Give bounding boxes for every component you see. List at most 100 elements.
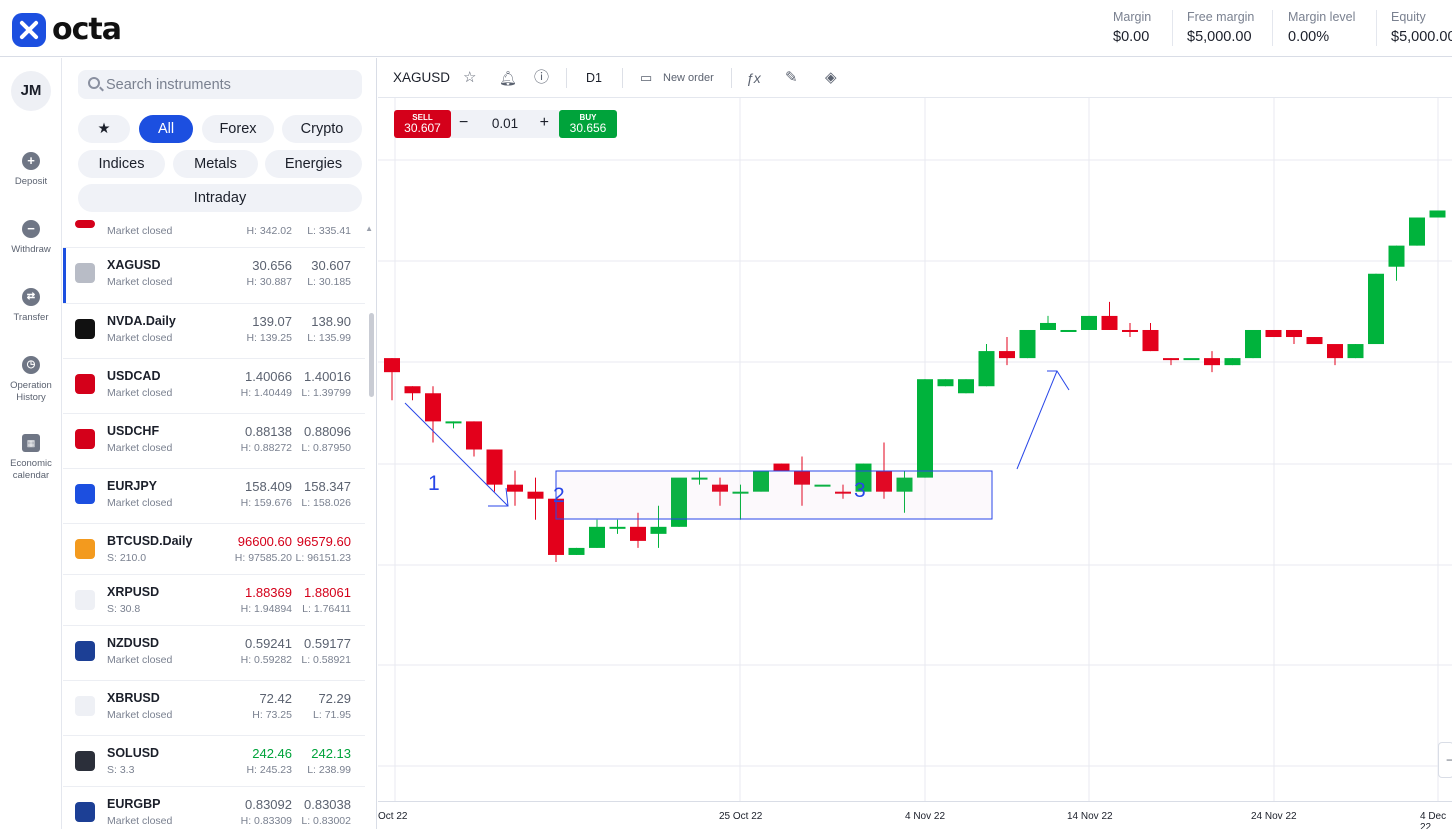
instrument-buy-price: 0.59241 (245, 636, 292, 651)
instrument-icon (75, 319, 95, 339)
instrument-name: XRPUSD (107, 585, 160, 599)
candle-body (753, 470, 769, 492)
logo[interactable]: octa (12, 12, 122, 47)
instrument-row[interactable]: NZDUSD Market closed 0.59241 0.59177 H: 0.59… (63, 626, 365, 681)
layers-icon[interactable]: ◈ (825, 69, 837, 86)
avatar[interactable]: JM (11, 71, 51, 111)
list-scrollbar[interactable] (369, 313, 374, 397)
instrument-high: H: 159.676 (240, 497, 292, 509)
indicators-icon[interactable]: ƒx (746, 70, 761, 86)
instrument-status: Market closed (107, 654, 173, 666)
chip-all[interactable]: All (139, 115, 193, 143)
candle-body (896, 477, 913, 492)
instrument-high: H: 0.88272 (240, 442, 292, 454)
instrument-buy-price: 1.88369 (245, 585, 292, 600)
candle-body (1347, 344, 1364, 359)
instrument-sell-price: 96579.60 (296, 534, 351, 549)
withdraw-label: Withdraw (11, 244, 51, 255)
deposit-button[interactable]: + Deposit (0, 152, 62, 188)
instrument-row[interactable]: SOLUSD S: 3.3 242.46 242.13 H: 245.23 L: 238.… (63, 736, 365, 787)
candle-body (999, 351, 1015, 359)
instrument-high: H: 1.40449 (240, 387, 292, 399)
instrument-low: L: 0.87950 (301, 442, 351, 454)
instrument-list: Market closed H: 342.02 L: 335.41 XAGUSD Mar… (63, 218, 376, 829)
instrument-sell-price: 30.607 (311, 258, 351, 273)
chart-symbol[interactable]: XAGUSD (393, 70, 451, 85)
instrument-row[interactable]: Market closed H: 342.02 L: 335.41 (63, 218, 365, 248)
candle-body (712, 484, 728, 492)
instrument-row[interactable]: XAGUSD Market closed 30.656 30.607 H: 30.887… (63, 248, 365, 304)
chart-side-toggle[interactable]: − (1438, 742, 1452, 778)
instrument-name: SOLUSD (107, 746, 160, 760)
chip-energies[interactable]: Energies (265, 150, 362, 178)
candle-body (404, 386, 421, 394)
instrument-icon (75, 590, 95, 610)
timeframe-selector[interactable]: D1 (586, 71, 602, 85)
margin-value: $0.00 (1113, 29, 1150, 45)
instrument-row[interactable]: USDCHF Market closed 0.88138 0.88096 H: 0.88… (63, 414, 365, 469)
instrument-name: XBRUSD (107, 691, 160, 705)
chip-forex[interactable]: Forex (202, 115, 274, 143)
increase-quantity-button[interactable]: + (539, 114, 549, 131)
decrease-quantity-button[interactable]: − (459, 114, 469, 131)
instrument-row[interactable]: XRPUSD S: 30.8 1.88369 1.88061 H: 1.94894 L: … (63, 575, 365, 626)
search-box[interactable] (78, 70, 362, 99)
candle-body (958, 379, 974, 394)
sell-button[interactable]: SELL 30.607 (394, 110, 451, 138)
instrument-name: NZDUSD (107, 636, 160, 650)
logo-text: octa (52, 12, 122, 47)
instrument-sell-price: 0.59177 (304, 636, 351, 651)
instrument-buy-price: 242.46 (252, 746, 292, 761)
chip-crypto[interactable]: Crypto (282, 115, 362, 143)
quantity-value[interactable]: 0.01 (491, 116, 519, 131)
economic-calendar-button[interactable]: ▦ Economic calendar (0, 434, 62, 482)
buy-button[interactable]: BUY 30.656 (559, 110, 617, 138)
instrument-row[interactable]: BTCUSD.Daily S: 210.0 96600.60 96579.60 H: 9… (63, 524, 365, 575)
withdraw-button[interactable]: − Withdraw (0, 220, 62, 256)
instrument-low: L: 71.95 (313, 709, 351, 721)
operation-history-button[interactable]: ◷ Operation History (0, 356, 62, 404)
new-order-button[interactable]: New order (663, 72, 714, 84)
instruments-panel: ★ All Forex Crypto Indices Metals Energi… (63, 58, 377, 829)
deposit-label: Deposit (14, 176, 48, 187)
chip-favorites[interactable]: ★ (78, 115, 130, 143)
free-margin-value: $5,000.00 (1187, 29, 1252, 45)
chip-indices[interactable]: Indices (78, 150, 165, 178)
candle-body (1429, 210, 1446, 218)
info-icon[interactable]: ⓘ (534, 69, 550, 86)
search-input[interactable] (106, 70, 356, 99)
instrument-buy-price: 0.88138 (245, 424, 292, 439)
candle-body (1081, 315, 1097, 330)
instrument-low: L: 0.83002 (301, 815, 351, 827)
star-icon[interactable]: ☆ (463, 69, 477, 86)
pencil-icon[interactable]: ✎ (785, 69, 798, 86)
instrument-row[interactable]: XBRUSD Market closed 72.42 72.29 H: 73.25 L: … (63, 681, 365, 736)
candle-body (445, 421, 462, 424)
bell-icon[interactable]: 🔔︎ (499, 70, 517, 86)
candle-body (1286, 329, 1302, 338)
chip-metals[interactable]: Metals (173, 150, 258, 178)
instrument-sell-price: 1.40016 (304, 369, 351, 384)
instrument-name: NVDA.Daily (107, 314, 176, 328)
minus-circle-icon: − (22, 220, 40, 238)
trend-arrow-up (1016, 370, 1058, 470)
search-icon (88, 77, 100, 89)
divider (1376, 10, 1377, 46)
instrument-row[interactable]: EURGBP Market closed 0.83092 0.83038 H: 0.83… (63, 787, 365, 829)
candlestick-chart[interactable]: 1 2 3 (378, 58, 1452, 829)
instrument-row[interactable]: EURJPY Market closed 158.409 158.347 H: 159.… (63, 469, 365, 524)
instrument-name: EURGBP (107, 797, 161, 811)
sell-label: SELL (412, 113, 433, 122)
instrument-row[interactable]: NVDA.Daily Market closed 139.07 138.90 H: 13… (63, 304, 365, 359)
instrument-status: Market closed (107, 225, 173, 237)
quantity-stepper[interactable]: − 0.01 + (451, 110, 559, 138)
chip-intraday[interactable]: Intraday (78, 184, 362, 212)
transfer-button[interactable]: ⇄ Transfer (0, 288, 62, 324)
chart-toolbar: XAGUSD ☆ 🔔︎ ⓘ D1 ▭ New order ƒx ✎ ◈ (378, 58, 1452, 98)
octa-logo-icon (12, 12, 46, 47)
instrument-row[interactable]: USDCAD Market closed 1.40066 1.40016 H: 1.40… (63, 359, 365, 414)
scroll-up-icon[interactable]: ▲ (365, 224, 373, 233)
candle-body (937, 379, 954, 387)
instrument-low: L: 0.58921 (301, 654, 351, 666)
instrument-name: USDCHF (107, 424, 160, 438)
